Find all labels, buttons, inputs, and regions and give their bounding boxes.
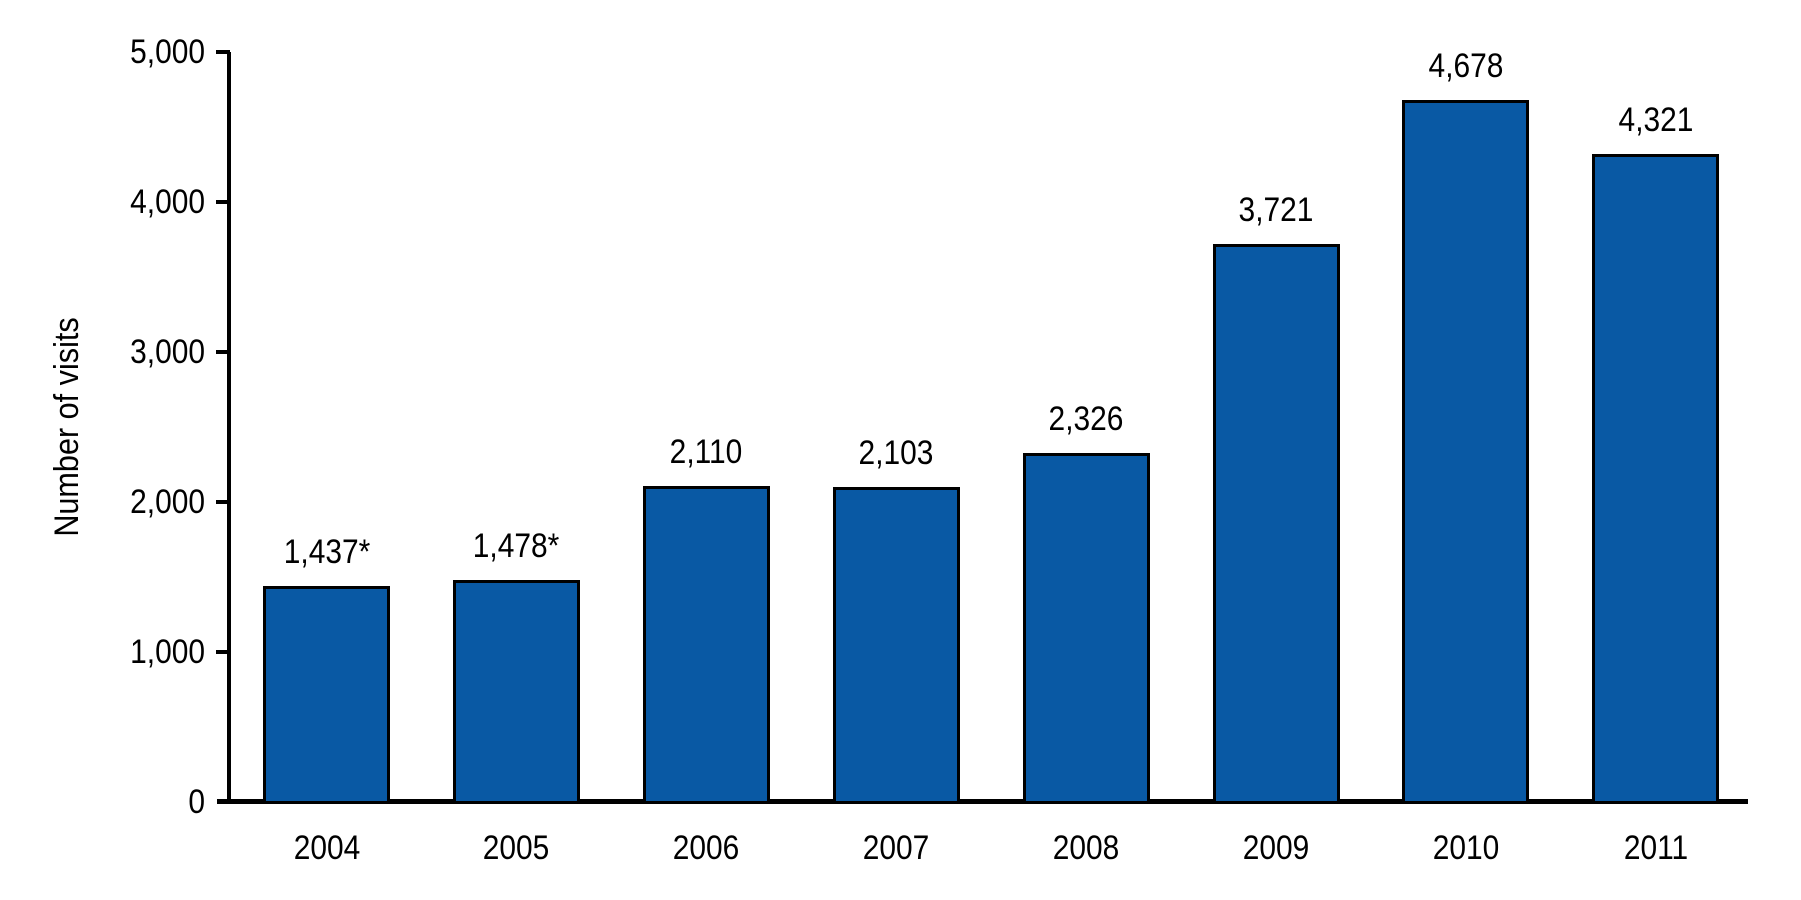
x-axis-line [217, 799, 1748, 804]
bar-value-label: 1,437* [283, 533, 370, 572]
bar-2006 [642, 485, 770, 804]
y-axis-tick-label: 5,000 [130, 33, 205, 71]
y-axis-tick [216, 500, 230, 504]
y-axis-tick-label: 0 [188, 783, 205, 821]
bar-value-label: 4,678 [1428, 47, 1504, 86]
bar-value-label: 2,110 [669, 432, 743, 471]
bar-2009 [1212, 243, 1340, 804]
bar-value-label: 4,321 [1618, 100, 1694, 139]
bar-value-label: 3,721 [1238, 190, 1314, 229]
y-axis-line [227, 52, 231, 804]
bar-value-label: 1,478* [473, 527, 560, 566]
bar-2004 [263, 586, 390, 804]
bar-value-label: 2,326 [1048, 400, 1124, 439]
bar-2011 [1592, 153, 1720, 804]
y-axis-tick-label: 2,000 [130, 483, 205, 521]
y-axis-tick-label: 1,000 [130, 633, 205, 671]
y-axis-tick-label: 3,000 [130, 333, 205, 371]
x-axis-category-label: 2009 [1242, 829, 1310, 867]
bar-2008 [1022, 453, 1150, 804]
bar-2010 [1402, 100, 1530, 804]
x-axis-category-label: 2011 [1623, 829, 1688, 867]
x-axis-category-label: 2008 [1052, 829, 1120, 867]
bar-2005 [452, 580, 580, 804]
bar-value-label: 2,103 [858, 433, 934, 472]
x-axis-category-label: 2010 [1432, 829, 1500, 867]
y-axis-tick [216, 50, 230, 54]
bar-2007 [832, 486, 960, 804]
y-axis-tick [216, 350, 230, 354]
x-axis-category-label: 2006 [673, 829, 740, 867]
y-axis-tick [216, 650, 230, 654]
y-axis-tick [216, 200, 230, 204]
x-axis-category-label: 2005 [483, 829, 550, 867]
x-axis-category-label: 2007 [862, 829, 930, 867]
y-axis-tick-label: 4,000 [130, 183, 205, 221]
x-axis-category-label: 2004 [293, 829, 360, 867]
